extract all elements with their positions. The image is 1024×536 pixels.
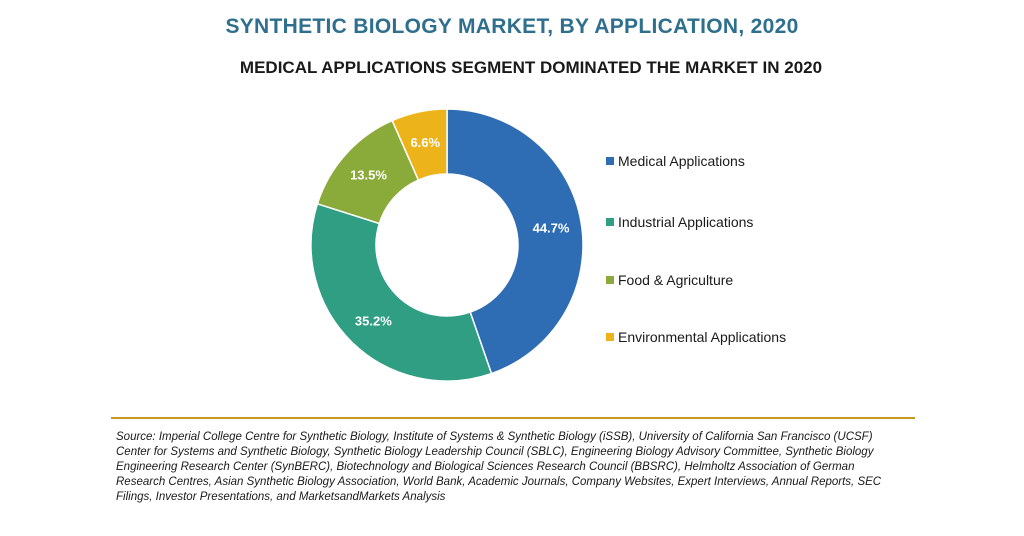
data-label-food: 13.5% [350,167,387,182]
legend-swatch-medical [606,157,614,165]
data-label-industrial: 35.2% [355,314,392,329]
legend-swatch-environmental [606,333,614,341]
source-divider [111,417,915,419]
legend-label-medical: Medical Applications [618,153,745,169]
legend-label-industrial: Industrial Applications [618,214,754,230]
chart-title: SYNTHETIC BIOLOGY MARKET, BY APPLICATION… [225,15,799,38]
slice-environmental [391,108,448,182]
legend-label-environmental: Environmental Applications [618,329,787,345]
legend-swatch-industrial [606,218,614,226]
slice-industrial [310,202,493,382]
data-label-medical: 44.7% [533,221,570,236]
data-label-environmental: 6.6% [410,135,440,150]
legend-label-food: Food & Agriculture [618,272,734,288]
source-note: Source: Imperial College Centre for Synt… [116,431,882,503]
legend-swatch-food [606,276,614,284]
chart-subtitle: MEDICAL APPLICATIONS SEGMENT DOMINATED T… [239,58,823,77]
slice-medical [446,108,584,375]
